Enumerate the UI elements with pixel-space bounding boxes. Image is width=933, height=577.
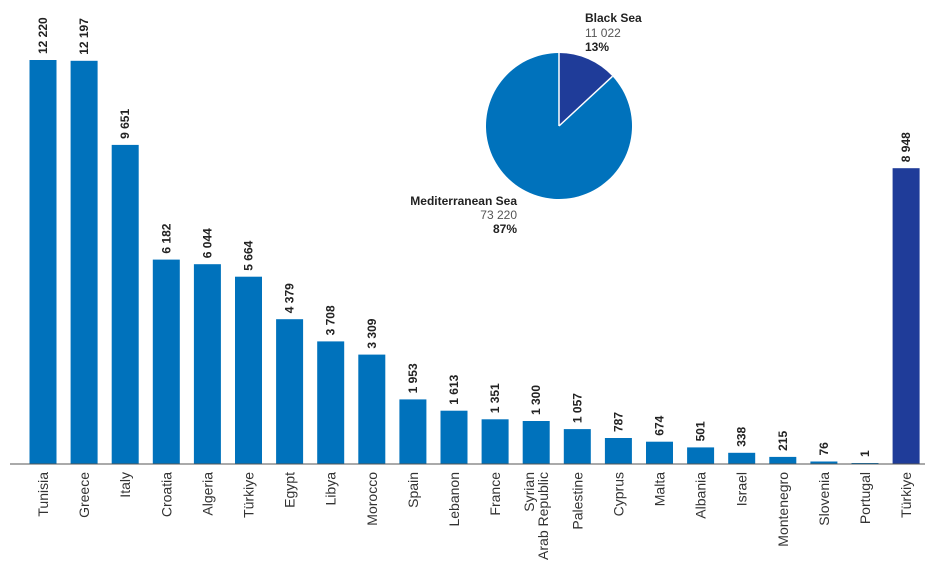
bar-3 bbox=[111, 144, 139, 464]
pie-label-mediterranean-name: Mediterranean Sea bbox=[410, 194, 517, 208]
bar-value-label: 9 651 bbox=[118, 109, 132, 139]
bar-13 bbox=[522, 421, 550, 464]
pie-label-mediterranean-percent: 87% bbox=[493, 222, 517, 236]
category-label: Libya bbox=[323, 472, 339, 506]
category-label: Syrian bbox=[521, 472, 537, 512]
category-labels-group: Tunisia Greece Italy Croatia Algeria Türkiye E… bbox=[35, 472, 914, 560]
category-label: Italy bbox=[117, 472, 133, 498]
category-label: Greece bbox=[76, 472, 92, 518]
bar-15 bbox=[604, 438, 632, 464]
bar-6 bbox=[235, 276, 262, 464]
category-label: Algeria bbox=[199, 472, 215, 516]
value-labels-group: 12 220 12 197 9 651 6 182 6 044 5 664 4 379 3 7… bbox=[36, 17, 913, 457]
pie-label-mediterranean-value: 73 220 bbox=[480, 208, 517, 222]
bar-value-label: 787 bbox=[611, 412, 625, 432]
category-label: Egypt bbox=[282, 472, 298, 508]
pie-slice-black-sea bbox=[559, 53, 613, 126]
bar-value-label: 76 bbox=[817, 442, 831, 456]
bar-17 bbox=[687, 447, 715, 464]
category-label: Cyprus bbox=[610, 472, 626, 516]
category-label: Spain bbox=[405, 472, 421, 508]
bar-5 bbox=[193, 264, 221, 464]
category-label: Tunisia bbox=[35, 472, 51, 517]
pie-chart: Black Sea 11 022 13% Mediterranean Sea 7… bbox=[410, 11, 642, 236]
category-label: Arab Republic bbox=[535, 472, 551, 560]
bar-value-label: 1 057 bbox=[570, 393, 584, 423]
bar-value-label: 6 182 bbox=[159, 223, 173, 253]
bar-value-label: 8 948 bbox=[899, 132, 913, 162]
category-label: Croatia bbox=[158, 472, 174, 517]
bar-10 bbox=[399, 399, 427, 464]
bar-value-label: 5 664 bbox=[242, 240, 256, 270]
category-label: Israel bbox=[734, 472, 750, 506]
bars-group bbox=[29, 60, 920, 465]
category-label: Lebanon bbox=[446, 472, 462, 527]
bar-value-label: 1 613 bbox=[447, 374, 461, 404]
bar-14 bbox=[563, 429, 591, 464]
category-label: Türkiye bbox=[241, 472, 257, 518]
bar-value-label: 12 197 bbox=[77, 18, 91, 55]
category-label: Montenegro bbox=[775, 472, 791, 547]
bar-value-label: 3 708 bbox=[324, 305, 338, 335]
bar-value-label: 1 953 bbox=[406, 363, 420, 393]
category-label: Slovenia bbox=[816, 472, 832, 526]
category-label: France bbox=[487, 472, 503, 516]
bar-8 bbox=[317, 341, 345, 464]
category-label: Portugal bbox=[857, 472, 873, 524]
bar-value-label: 4 379 bbox=[283, 283, 297, 313]
category-label: Türkiye bbox=[898, 472, 914, 518]
bar-value-label: 215 bbox=[776, 431, 790, 451]
bar-12 bbox=[481, 419, 509, 464]
category-label: Malta bbox=[652, 472, 668, 506]
bar-9 bbox=[358, 354, 386, 464]
bar-2 bbox=[70, 60, 98, 465]
bar-22 bbox=[892, 168, 920, 464]
bar-18 bbox=[728, 452, 756, 464]
bar-value-label: 12 220 bbox=[36, 17, 50, 54]
bar-1 bbox=[29, 60, 57, 464]
bar-value-label: 6 044 bbox=[200, 228, 214, 258]
bar-4 bbox=[152, 259, 180, 464]
pie-label-black-sea-percent: 13% bbox=[585, 40, 609, 54]
bar-20 bbox=[810, 461, 838, 464]
bar-value-label: 3 309 bbox=[365, 318, 379, 348]
bar-11 bbox=[440, 410, 468, 464]
bar-19 bbox=[769, 456, 797, 464]
bar-value-label: 1 351 bbox=[488, 383, 502, 413]
bar-value-label: 1 300 bbox=[529, 385, 543, 415]
bar-value-label: 338 bbox=[735, 426, 749, 446]
bar-7 bbox=[276, 319, 304, 464]
bar-value-label: 1 bbox=[858, 450, 872, 457]
category-label: Morocco bbox=[364, 472, 380, 526]
bar-16 bbox=[646, 441, 673, 464]
bar-value-label: 501 bbox=[694, 421, 708, 441]
pie-separator bbox=[558, 75, 613, 127]
category-label: Albania bbox=[693, 472, 709, 519]
category-label: Palestine bbox=[569, 472, 585, 530]
pie-label-black-sea-value: 11 022 bbox=[585, 26, 621, 40]
pie-label-black-sea-name: Black Sea bbox=[585, 11, 642, 25]
bar-value-label: 674 bbox=[653, 415, 667, 435]
